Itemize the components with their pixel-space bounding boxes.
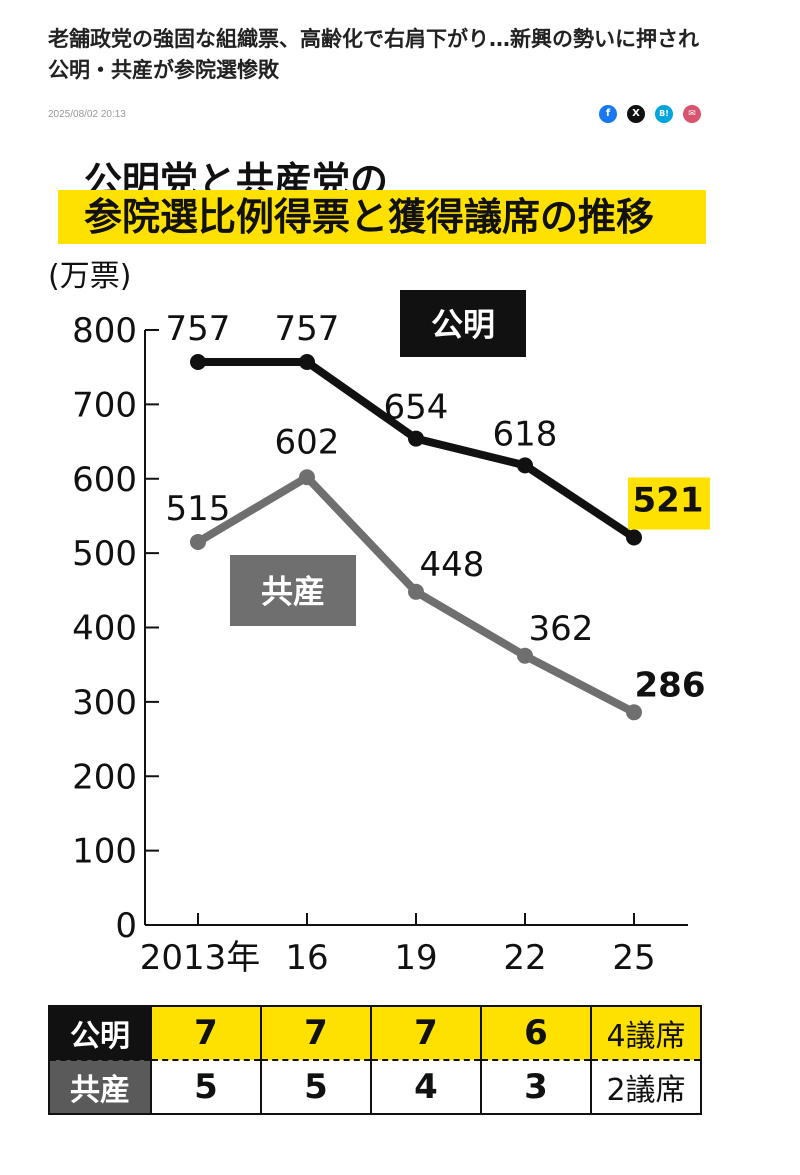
seats-row-kyosan: 共産 5 5 4 3 2議席 [49,1060,701,1114]
data-label: 654 [384,388,449,428]
seats-cell: 3 [480,1060,591,1114]
seats-cell-latest: 4議席 [590,1006,701,1061]
y-tick-label: 500 [72,534,137,574]
seats-cell-latest: 2議席 [590,1060,701,1114]
seats-party-kyosan: 共産 [49,1060,151,1114]
y-tick-label: 800 [72,311,137,351]
data-point [517,647,533,664]
y-tick-label: 400 [72,609,137,649]
y-tick-label: 200 [72,757,137,797]
publish-timestamp: 2025/08/02 20:13 [48,109,126,120]
y-tick-label: 700 [72,385,137,425]
data-point [626,529,642,546]
x-tick-label: 2013年 [140,938,261,978]
data-label: 521 [633,481,704,521]
data-label: 618 [493,414,558,454]
chart-figure: 公明党と共産党の 参院選比例得票と獲得議席の推移 (万票) 0 100 200 300… [40,140,720,1130]
data-label: 448 [420,545,485,585]
data-point [299,469,315,486]
legend-box-0 [400,290,526,357]
y-axis-unit-label: (万票) [48,259,131,294]
seats-cell: 4 [370,1060,481,1114]
data-point [408,430,424,447]
seats-cell: 7 [260,1006,371,1061]
legend-box-1 [230,555,356,626]
chart-title-line2: 参院選比例得票と獲得議席の推移 [58,190,706,244]
data-point [517,457,533,474]
data-point [190,353,206,370]
seats-cell: 7 [150,1006,261,1061]
data-label: 286 [635,665,706,705]
legend-label: 共産 [261,573,325,611]
data-label: 602 [275,422,340,462]
legend-label: 公明 [431,306,495,344]
seats-cell: 6 [480,1006,591,1061]
hatena-bookmark-icon[interactable]: B! [655,105,673,123]
article-meta: 2025/08/02 20:13 f X B! ✉ [48,104,704,126]
y-tick-label: 600 [72,460,137,500]
article-headline: 老舗政党の強固な組織票、高齢化で右肩下がり…新興の勢いに押され公明・共産が参院選… [48,27,699,82]
data-label: 362 [529,609,594,649]
data-point [190,533,206,550]
seats-party-komei: 公明 [49,1006,151,1061]
seats-row-komei: 公明 7 7 7 6 4議席 [49,1006,701,1061]
x-tick-label: 22 [503,938,546,978]
data-label: 515 [166,489,231,529]
facebook-icon[interactable]: f [599,105,617,123]
x-tick-label: 25 [612,938,655,978]
data-label-highlight [628,477,710,530]
seats-table: 公明 7 7 7 6 4議席 共産 5 5 4 3 2議席 [48,1005,702,1115]
mail-icon[interactable]: ✉ [683,105,701,123]
line-chart: (万票) 0 100 200 300 400 500 600 700 800 2013年 16 19… [48,259,710,978]
seats-cell: 5 [260,1060,371,1114]
data-point [408,583,424,600]
y-tick-label: 300 [72,683,137,723]
seats-cell: 5 [150,1060,261,1114]
seats-cell: 7 [370,1006,481,1061]
data-label: 757 [166,309,231,349]
x-icon[interactable]: X [627,105,645,123]
y-tick-label: 100 [72,832,137,872]
data-point [299,353,315,370]
data-label: 757 [275,309,340,349]
data-point [626,704,642,721]
x-tick-label: 19 [394,938,437,978]
x-tick-label: 16 [285,938,328,978]
y-tick-label: 0 [115,906,137,946]
